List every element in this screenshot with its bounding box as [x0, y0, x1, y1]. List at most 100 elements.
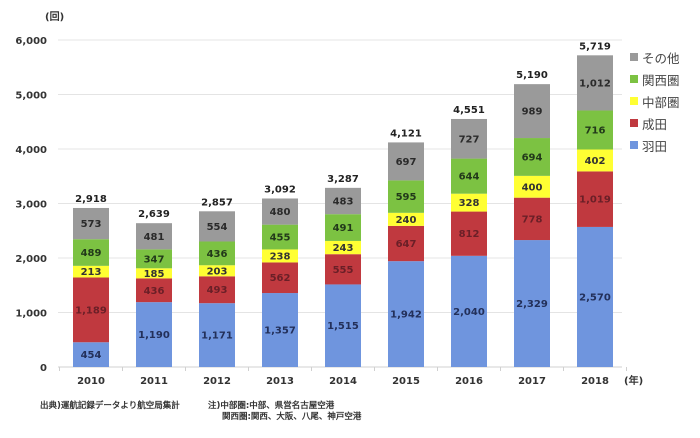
bar-segment-羽田 [514, 240, 550, 367]
bar-segment-中部圏 [388, 212, 424, 226]
data-label: 716 [585, 125, 606, 136]
data-label: 1,019 [579, 195, 611, 206]
bar-segment-中部圏 [577, 149, 613, 172]
data-label: 454 [81, 350, 102, 361]
y-tick-label: 1,000 [15, 309, 47, 320]
total-label: 2,918 [75, 194, 107, 205]
x-tick-label: 2017 [518, 376, 546, 387]
data-label: 213 [81, 267, 102, 278]
x-tick-label: 2018 [581, 376, 609, 387]
data-label: 328 [459, 198, 480, 209]
data-label: 727 [459, 134, 480, 145]
bar-segment-中部圏 [514, 175, 550, 198]
x-axis-unit-label: (年) [624, 374, 643, 387]
total-label: 5,719 [579, 41, 611, 52]
data-label: 1,189 [75, 305, 107, 316]
y-tick-label: 3,000 [15, 200, 47, 211]
bar-segment-その他 [451, 118, 487, 159]
legend-swatch [630, 75, 638, 83]
bar-segment-その他 [388, 142, 424, 181]
y-tick-label: 2,000 [15, 254, 47, 265]
bar-segment-羽田 [451, 255, 487, 367]
bar-segment-関西圏 [136, 249, 172, 269]
bar-segment-関西圏 [199, 241, 235, 266]
legend-label: 中部圏 [642, 94, 680, 110]
total-label: 3,287 [327, 174, 359, 185]
data-label: 1,515 [327, 321, 359, 332]
bar-segment-関西圏 [73, 239, 109, 266]
source-note: 出典)運航記録データより航空局集計 [40, 401, 180, 411]
bar-segment-その他 [325, 187, 361, 215]
bar-segment-関西圏 [325, 214, 361, 241]
bar-segment-その他 [577, 55, 613, 111]
legend-label: 成田 [642, 116, 668, 132]
data-label: 812 [459, 229, 480, 240]
total-label: 5,190 [516, 70, 548, 81]
bar-segment-羽田 [199, 303, 235, 367]
bar-stack-2013: 1,357 562 238 455 480 3,092 [262, 184, 298, 367]
bar-segment-羽田 [262, 293, 298, 367]
x-tick-label: 2016 [455, 376, 483, 387]
data-label: 573 [81, 219, 102, 230]
data-label: 989 [522, 107, 543, 118]
legend-label: 関西圏 [642, 72, 680, 88]
data-label: 562 [270, 273, 291, 284]
x-tick-label: 2014 [329, 376, 357, 387]
bar-stack-2017: 2,329 778 400 694 989 5,190 [514, 70, 550, 367]
data-label: 2,040 [453, 307, 485, 318]
bar-segment-羽田 [73, 342, 109, 367]
data-label: 694 [522, 152, 543, 163]
footnote-kansai: 関西圏:関西、大阪、八尾、神戸空港 [222, 412, 362, 422]
data-label: 1,357 [264, 326, 296, 337]
bar-segment-成田 [262, 262, 298, 294]
legend-item: 成田 [630, 112, 680, 134]
data-label: 400 [522, 182, 543, 193]
y-tick-label: 6,000 [15, 36, 47, 47]
data-label: 203 [207, 266, 228, 277]
bar-segment-中部圏 [262, 249, 298, 263]
bar-segment-その他 [199, 211, 235, 242]
data-label: 238 [270, 251, 291, 262]
bar-segment-羽田 [325, 284, 361, 367]
x-tick-label: 2010 [77, 376, 105, 387]
bar-segment-関西圏 [262, 224, 298, 250]
y-tick-label: 5,000 [15, 91, 47, 102]
bar-segment-中部圏 [451, 193, 487, 212]
data-label: 1,942 [390, 310, 422, 321]
bar-segment-中部圏 [73, 265, 109, 278]
total-label: 4,121 [390, 128, 422, 139]
legend-item: その他 [630, 46, 680, 68]
data-label: 1,171 [201, 331, 233, 342]
bar-segment-その他 [136, 223, 172, 250]
legend-swatch [630, 141, 638, 149]
bar-segment-成田 [136, 278, 172, 303]
data-label: 436 [144, 286, 165, 297]
data-label: 2,329 [516, 299, 548, 310]
bar-segment-羽田 [577, 226, 613, 367]
legend: その他関西圏中部圏成田羽田 [630, 46, 680, 156]
legend-label: 羽田 [642, 138, 668, 154]
x-tick-label: 2015 [392, 376, 420, 387]
bars: 454 1,189 213 489 573 2,918 1,190 436 185 347 481 2… [73, 41, 613, 367]
bar-stack-2011: 1,190 436 185 347 481 2,639 [136, 209, 172, 367]
x-tick-label: 2011 [140, 376, 168, 387]
data-label: 185 [144, 269, 165, 280]
data-label: 1,012 [579, 78, 611, 89]
legend-item: 関西圏 [630, 68, 680, 90]
y-tick-label: 4,000 [15, 145, 47, 156]
bar-stack-2012: 1,171 493 203 436 554 2,857 [199, 197, 235, 367]
bar-segment-成田 [514, 197, 550, 241]
bar-stack-2014: 1,515 555 243 491 483 3,287 [325, 174, 361, 367]
data-label: 554 [207, 222, 228, 233]
data-label: 436 [207, 249, 228, 260]
bar-segment-その他 [514, 84, 550, 139]
bar-segment-成田 [199, 276, 235, 304]
data-label: 697 [396, 157, 417, 168]
data-label: 491 [333, 223, 354, 234]
bar-segment-関西圏 [577, 110, 613, 150]
data-label: 481 [144, 232, 165, 243]
bar-stack-2016: 2,040 812 328 644 727 4,551 [451, 105, 487, 367]
bar-segment-羽田 [388, 261, 424, 367]
bar-segment-中部圏 [325, 240, 361, 255]
